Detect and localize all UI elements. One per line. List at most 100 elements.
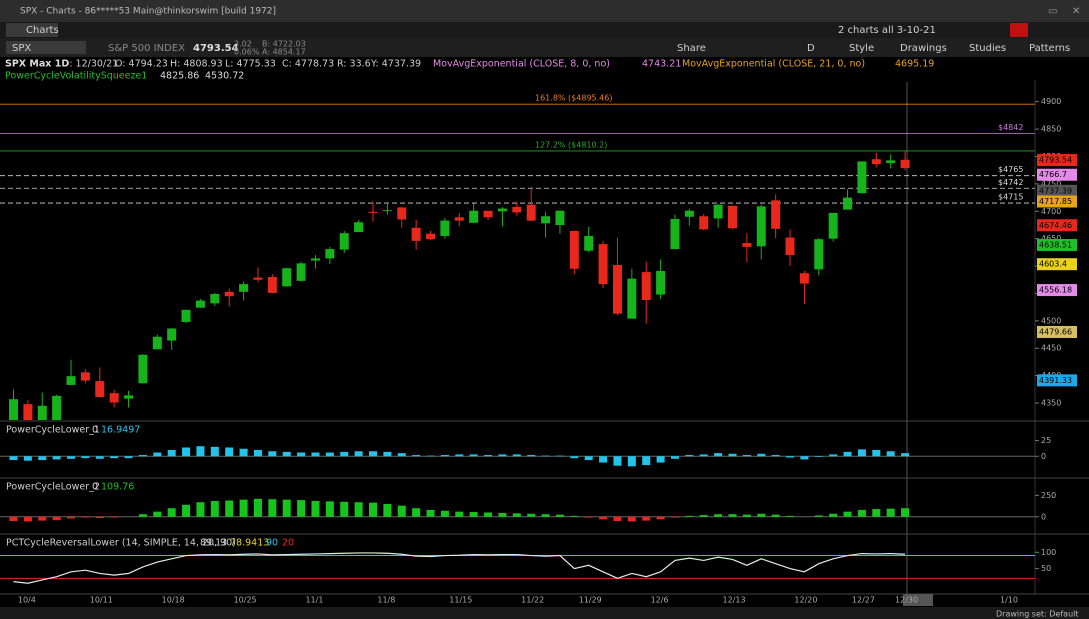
histogram-bar <box>354 451 363 457</box>
layout-label[interactable]: 2 charts all 3-10-21 <box>838 25 936 36</box>
histogram-bar <box>311 452 320 457</box>
patterns-button[interactable]: Patterns <box>1029 43 1070 54</box>
histogram-bar <box>599 456 608 463</box>
histogram-bar <box>282 499 291 517</box>
ema8-value: 4743.21 <box>642 59 681 70</box>
candle-body <box>37 405 47 420</box>
link-button[interactable] <box>1010 23 1028 37</box>
histogram-bar <box>829 513 838 517</box>
histogram-bar <box>282 451 291 457</box>
study-title: PowerCycleLower_1 <box>6 425 100 436</box>
study-value: 16.9497 <box>101 425 140 436</box>
candle-body <box>555 210 565 225</box>
candle-body <box>756 206 766 247</box>
candle-body <box>627 278 637 319</box>
study-title: PCTCycleReversalLower (14, SIMPLE, 14, 2… <box>6 538 236 549</box>
candle-body <box>253 277 263 280</box>
share-button[interactable]: Share <box>677 43 706 54</box>
description: S&P 500 INDEX <box>108 43 185 54</box>
candle-body <box>210 294 220 304</box>
histogram-bar <box>541 514 550 517</box>
period-button[interactable]: D <box>807 43 815 54</box>
drawings-button[interactable]: Drawings <box>900 43 947 54</box>
histogram-bar <box>570 456 579 459</box>
ema21-value: 4695.19 <box>895 59 934 70</box>
tab-label[interactable]: Charts <box>26 25 59 36</box>
histogram-bar <box>9 456 18 461</box>
x-tick-label: 11/8 <box>377 596 395 605</box>
candle-body <box>814 239 824 270</box>
price-label: 4737.39 <box>1039 186 1072 195</box>
histogram-bar <box>95 516 104 519</box>
y-tick-label: 4350 <box>1041 399 1061 408</box>
candle-body <box>426 233 436 240</box>
candle-body <box>382 210 392 212</box>
candle-body <box>799 273 809 284</box>
x-tick-label: 12/20 <box>794 596 817 605</box>
histogram-bar <box>714 453 723 457</box>
tab-bar <box>0 22 1089 38</box>
histogram-bar <box>268 451 277 457</box>
histogram-bar <box>570 515 579 517</box>
studies-button[interactable]: Studies <box>969 43 1006 54</box>
tab[interactable] <box>6 23 58 37</box>
candle-body <box>656 270 666 295</box>
study-lower: 20 <box>282 538 294 549</box>
candle-body <box>440 220 450 236</box>
candle-body <box>569 231 579 269</box>
histogram-bar <box>67 516 76 519</box>
price-label: 4674.46 <box>1039 221 1072 230</box>
price-label-box <box>1037 195 1077 208</box>
toolbar <box>0 38 1089 57</box>
candle-body <box>224 291 234 297</box>
price-label: 4556.18 <box>1039 286 1072 295</box>
histogram-bar <box>383 451 392 457</box>
candle-body <box>541 216 551 224</box>
squeeze-label: PowerCycleVolatilitySqueeze1 <box>5 71 147 82</box>
minimize[interactable]: ▭ <box>1048 6 1057 17</box>
histogram-bar <box>52 516 61 521</box>
histogram-bar <box>23 516 32 522</box>
drawing-set[interactable]: Drawing set: Default <box>996 610 1079 619</box>
y-tick-label: 0 <box>1041 452 1046 461</box>
histogram-bar <box>253 450 262 457</box>
y-tick-label: 0 <box>1041 512 1046 521</box>
title-bar <box>0 0 1089 22</box>
x-tick-label: 11/1 <box>305 596 323 605</box>
bar-close: C: 4778.73 <box>282 59 334 70</box>
histogram-bar <box>167 508 176 517</box>
histogram-bar <box>210 446 219 457</box>
candle-body <box>152 336 162 350</box>
symbol-box[interactable] <box>6 41 86 54</box>
y-tick-label: 50 <box>1041 564 1051 573</box>
histogram-bar <box>196 502 205 517</box>
histogram-bar <box>469 512 478 517</box>
candle-body <box>368 211 378 213</box>
histogram-bar <box>440 455 449 457</box>
histogram-bar <box>340 501 349 517</box>
symbol[interactable]: SPX <box>12 43 31 54</box>
histogram-bar <box>613 516 622 522</box>
ema21-label: MovAvgExponential (CLOSE, 21, 0, no) <box>682 59 865 70</box>
histogram-bar <box>138 455 147 457</box>
candle-body <box>497 208 507 212</box>
histogram-bar <box>23 456 32 461</box>
candle-body <box>339 233 349 250</box>
style-button[interactable]: Style <box>849 43 874 54</box>
histogram-bar <box>81 516 90 518</box>
y-tick-label: 100 <box>1041 548 1056 557</box>
ema8-label: MovAvgExponential (CLOSE, 8, 0, no) <box>433 59 610 70</box>
histogram-bar <box>527 513 536 517</box>
close[interactable]: ✕ <box>1072 6 1080 17</box>
histogram-bar <box>138 514 147 517</box>
histogram-bar <box>512 513 521 517</box>
histogram-bar <box>124 456 133 459</box>
y-tick-label: 4500 <box>1041 316 1061 325</box>
histogram-bar <box>110 456 119 459</box>
histogram-bar <box>484 512 493 517</box>
y-tick-label: 4450 <box>1041 344 1061 353</box>
histogram-bar <box>469 454 478 457</box>
x-tick-label: 12/13 <box>723 596 746 605</box>
price-level-label: $4842 <box>998 123 1023 132</box>
candle-body <box>699 216 709 230</box>
